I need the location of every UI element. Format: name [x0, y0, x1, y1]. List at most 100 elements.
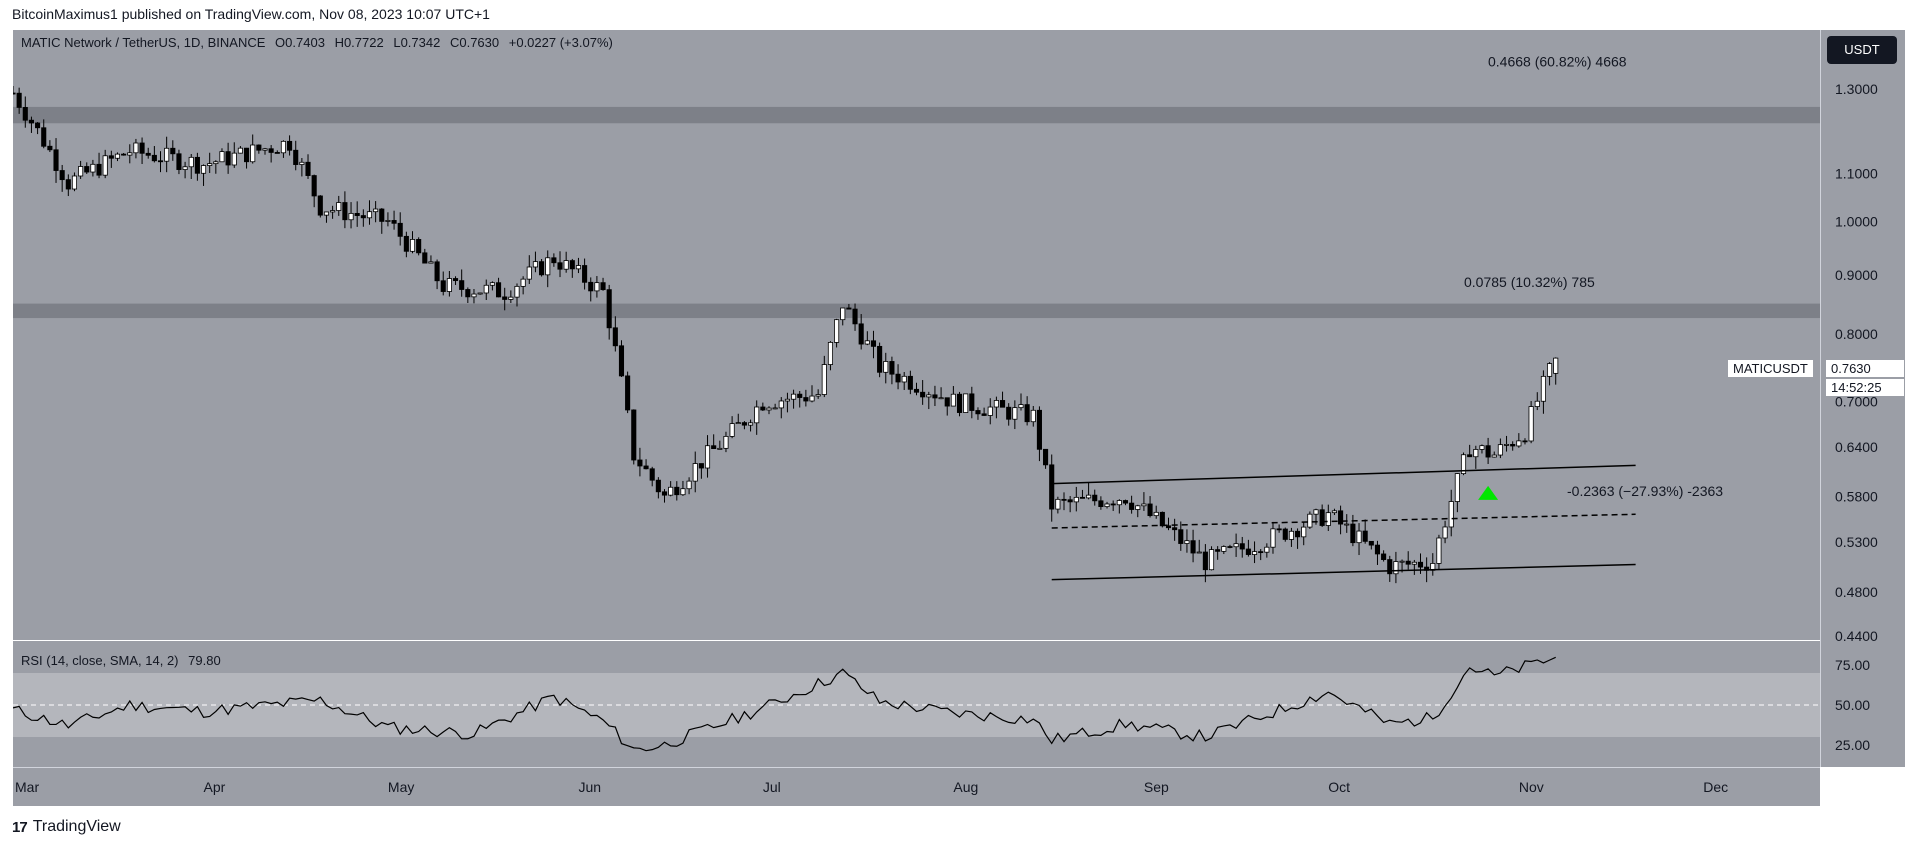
price-panel[interactable]: 0.4668 (60.82%) 4668 0.0785 (10.32%) 785 -… — [13, 30, 1820, 640]
price-tick-label: 1.1000 — [1835, 165, 1878, 181]
down-candle — [625, 375, 631, 411]
rsi-tick-label: 25.00 — [1835, 737, 1870, 753]
down-candle — [1190, 540, 1196, 554]
up-candle — [883, 361, 889, 373]
down-candle — [643, 465, 649, 470]
up-candle — [237, 147, 243, 154]
up-candle — [938, 397, 944, 400]
time-tick-label: Sep — [1144, 779, 1169, 795]
rsi-tick-label: 50.00 — [1835, 697, 1870, 713]
up-candle — [1540, 375, 1546, 402]
up-candle — [791, 393, 797, 400]
up-candle — [834, 319, 840, 343]
up-candle — [1356, 530, 1362, 544]
time-axis-svg[interactable]: Mar Apr May Jun Jul Aug Sep Oct Nov Dec — [13, 768, 1820, 806]
countdown-tag: 14:52:25 — [1826, 379, 1904, 396]
up-candle — [1153, 511, 1159, 517]
footer-brand[interactable]: 17 TradingView — [12, 818, 121, 836]
up-candle — [827, 342, 834, 365]
up-candle — [692, 463, 698, 482]
rsi-panel[interactable]: RSI (14, close, SMA, 14, 2) 79.80 — [13, 641, 1820, 767]
time-axis[interactable]: Mar Apr May Jun Jul Aug Sep Oct Nov Dec — [13, 767, 1820, 806]
up-candle — [102, 155, 108, 176]
up-candle — [1301, 526, 1307, 538]
down-candle — [1362, 530, 1368, 542]
down-candle — [194, 156, 200, 174]
currency-button[interactable]: USDT — [1827, 36, 1897, 64]
down-candle — [440, 280, 446, 292]
down-candle — [698, 463, 704, 469]
time-tick-label: Jun — [578, 779, 601, 795]
down-candle — [416, 239, 422, 254]
down-candle — [907, 375, 913, 390]
up-candle — [594, 282, 600, 292]
down-candle — [354, 212, 360, 216]
down-candle — [287, 140, 293, 151]
up-candle — [336, 202, 342, 211]
down-candle — [1067, 499, 1073, 503]
time-tick-label: Mar — [15, 779, 39, 795]
time-tick-label: Nov — [1519, 779, 1544, 795]
up-candle — [188, 156, 194, 168]
price-axis[interactable]: 1.3000 1.1000 1.0000 0.9000 0.8000 0.7000 0.64… — [1820, 30, 1905, 767]
down-candle — [1417, 561, 1424, 568]
up-candle — [526, 266, 532, 280]
time-tick-label: Aug — [953, 779, 978, 795]
up-candle — [1018, 404, 1024, 409]
up-candle — [323, 211, 330, 216]
down-candle — [1282, 528, 1288, 540]
rsi-chart-svg[interactable] — [13, 641, 1820, 767]
down-candle — [606, 289, 612, 329]
down-candle — [1387, 559, 1393, 575]
rsi-legend-label: RSI (14, close, SMA, 14, 2) — [21, 653, 179, 668]
down-candle — [539, 261, 545, 276]
down-candle — [913, 388, 920, 393]
up-candle — [477, 292, 483, 295]
down-candle — [1227, 546, 1233, 548]
down-candle — [797, 393, 803, 398]
down-candle — [1368, 540, 1374, 546]
down-candle — [59, 170, 65, 181]
up-candle — [1460, 454, 1467, 475]
price-tick-label: 0.9000 — [1835, 267, 1878, 283]
time-tick-label: Jul — [763, 779, 781, 795]
down-candle — [588, 281, 594, 292]
down-candle — [582, 265, 588, 283]
up-candle — [545, 257, 551, 276]
up-candle — [1270, 528, 1276, 548]
up-candle — [1516, 440, 1522, 447]
up-candle — [963, 393, 969, 413]
up-candle — [821, 364, 827, 395]
down-candle — [1129, 502, 1135, 510]
down-candle — [612, 327, 618, 347]
down-candle — [1006, 406, 1012, 420]
up-candle — [1264, 546, 1270, 553]
price-tick-label: 0.8000 — [1835, 326, 1878, 342]
up-candle — [1491, 454, 1497, 458]
down-candle — [1319, 509, 1325, 526]
down-candle — [631, 409, 637, 461]
open-label: O — [275, 35, 286, 50]
up-candle — [993, 400, 999, 408]
down-candle — [502, 296, 508, 300]
price-chart-svg[interactable]: 0.4668 (60.82%) 4668 0.0785 (10.32%) 785 -… — [13, 30, 1820, 640]
down-candle — [1350, 523, 1356, 544]
price-axis-svg[interactable]: 1.3000 1.1000 1.0000 0.9000 0.8000 0.7000 0.64… — [1821, 30, 1905, 767]
down-candle — [13, 92, 16, 95]
down-candle — [1079, 496, 1086, 499]
down-candle — [1043, 448, 1049, 466]
low-value: 0.7342 — [400, 35, 441, 50]
up-candle — [299, 161, 305, 165]
down-candle — [1485, 445, 1491, 458]
down-candle — [422, 252, 428, 264]
up-candle — [1012, 407, 1018, 420]
channel-lower-line — [1051, 563, 1636, 581]
price-tick-label: 0.6400 — [1835, 439, 1878, 455]
down-candle — [637, 459, 643, 467]
resistance-zone-1 — [13, 106, 1820, 124]
down-candle — [1159, 511, 1165, 527]
open-value: 0.7403 — [285, 35, 325, 50]
up-candle — [133, 142, 139, 154]
down-candle — [452, 278, 459, 282]
down-candle — [1110, 503, 1116, 506]
